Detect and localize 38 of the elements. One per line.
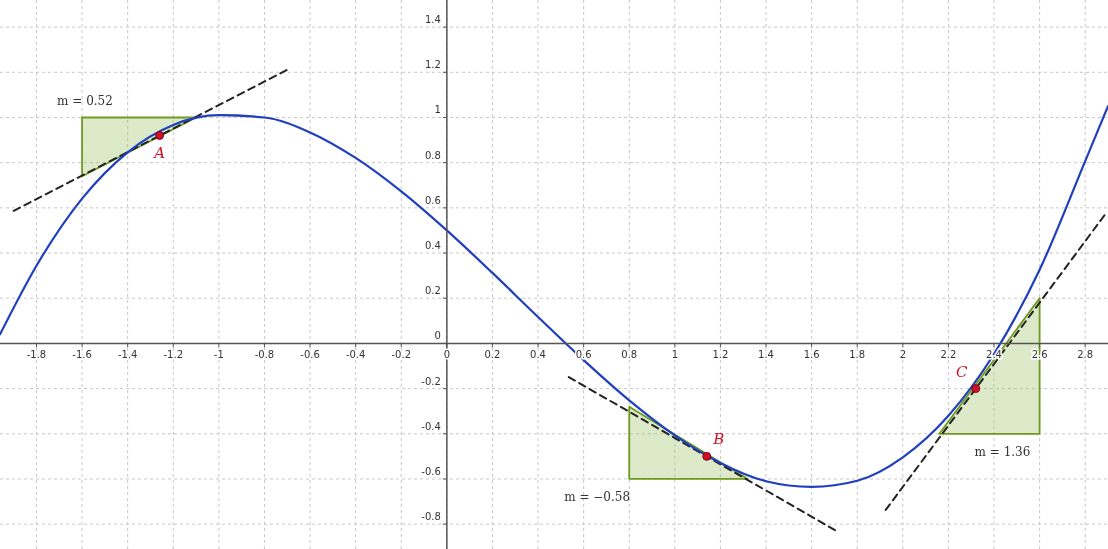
x-tick-label: 2 [899, 349, 906, 361]
data-label: A [152, 143, 166, 162]
series-label: m = 1.36 [974, 444, 1031, 459]
y-tick-label: 1.4 [424, 14, 441, 26]
data-label: B [712, 430, 725, 449]
x-tick-label: 1 [671, 349, 679, 361]
x-tick-label: 1.2 [712, 349, 729, 361]
series-label: m = 0.52 [57, 94, 113, 109]
y-tick-label: 0.6 [424, 194, 441, 206]
x-tick-label: -1.2 [163, 349, 184, 361]
y-tick-label: -0.2 [421, 375, 441, 387]
y-tick-label: -0.4 [421, 420, 441, 432]
y-tick-label: 1 [434, 104, 441, 116]
y-tick-label: 0.8 [424, 149, 441, 161]
x-tick-label: 0.4 [530, 349, 546, 361]
x-tick-label: 0.2 [484, 349, 501, 361]
y-tick-label: 0.2 [424, 285, 441, 297]
x-tick-label: 2.2 [940, 349, 957, 361]
x-tick-label: 2.8 [1077, 349, 1094, 361]
series-label: m = −0.58 [564, 489, 631, 504]
x-tick-label: 1.4 [758, 349, 774, 361]
x-tick-label: -1 [213, 349, 224, 361]
x-tick-label: 1.6 [803, 349, 820, 361]
y-tick-label: -0.6 [421, 465, 441, 477]
x-tick-label: -1.8 [26, 349, 47, 361]
x-tick-label: 0.8 [621, 349, 638, 361]
y-tick-label: 0.4 [424, 240, 441, 252]
y-tick-label: -0.8 [421, 511, 441, 523]
y-tick-label: 0 [434, 330, 441, 342]
x-tick-label: -0.2 [391, 349, 412, 361]
x-tick-label: -0.8 [254, 349, 275, 361]
x-tick-label: -0.6 [300, 349, 320, 361]
x-tick-label: -0.4 [345, 349, 366, 361]
x-tick-label: -1.6 [72, 349, 92, 361]
x-tick-label: 1.8 [849, 349, 866, 361]
x-tick-label: -1.4 [117, 349, 138, 361]
y-tick-label: 1.2 [424, 59, 441, 71]
data-label: C [956, 362, 969, 381]
